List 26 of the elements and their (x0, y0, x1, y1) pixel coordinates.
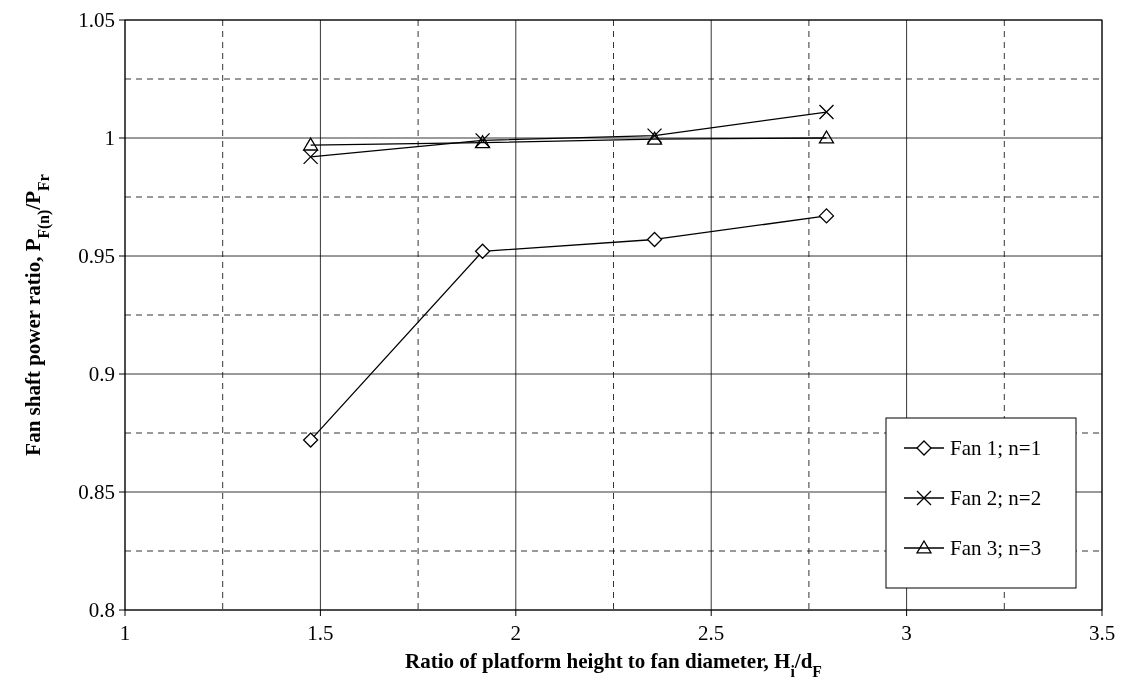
point (302, 137, 319, 151)
point (302, 149, 319, 165)
point (474, 243, 491, 259)
x-axis-title: Ratio of platform height to fan diameter, H$_{i}$/d$_{F}$ (405, 649, 822, 680)
y-tick-label: 0.8 (88, 598, 115, 623)
point (818, 104, 835, 120)
x-tick-label: 3 (901, 621, 912, 645)
point (818, 130, 835, 144)
y-tick-label: 1.05 (78, 8, 115, 33)
x-tick-label: 1.5 (307, 621, 334, 645)
x-tick-label: 2 (510, 621, 522, 645)
legend-label: Fan 1; n=1 (950, 436, 1042, 461)
y-tick-label: 0.9 (88, 362, 115, 387)
legend-label: Fan 3; n=3 (950, 536, 1042, 561)
point (646, 127, 663, 144)
x-tick-label: 2.5 (698, 621, 725, 645)
point (646, 231, 663, 248)
point (302, 432, 319, 448)
y-tick-label: 0.95 (78, 244, 115, 269)
x-tick-label: 1 (119, 621, 131, 645)
legend-label: Fan 2; n=2 (950, 486, 1042, 511)
point (818, 208, 835, 224)
point (646, 131, 663, 145)
x-tick-label: 3.5 (1088, 621, 1116, 645)
y-tick-label: 1 (104, 126, 115, 151)
y-tick-label: 0.85 (78, 480, 115, 505)
